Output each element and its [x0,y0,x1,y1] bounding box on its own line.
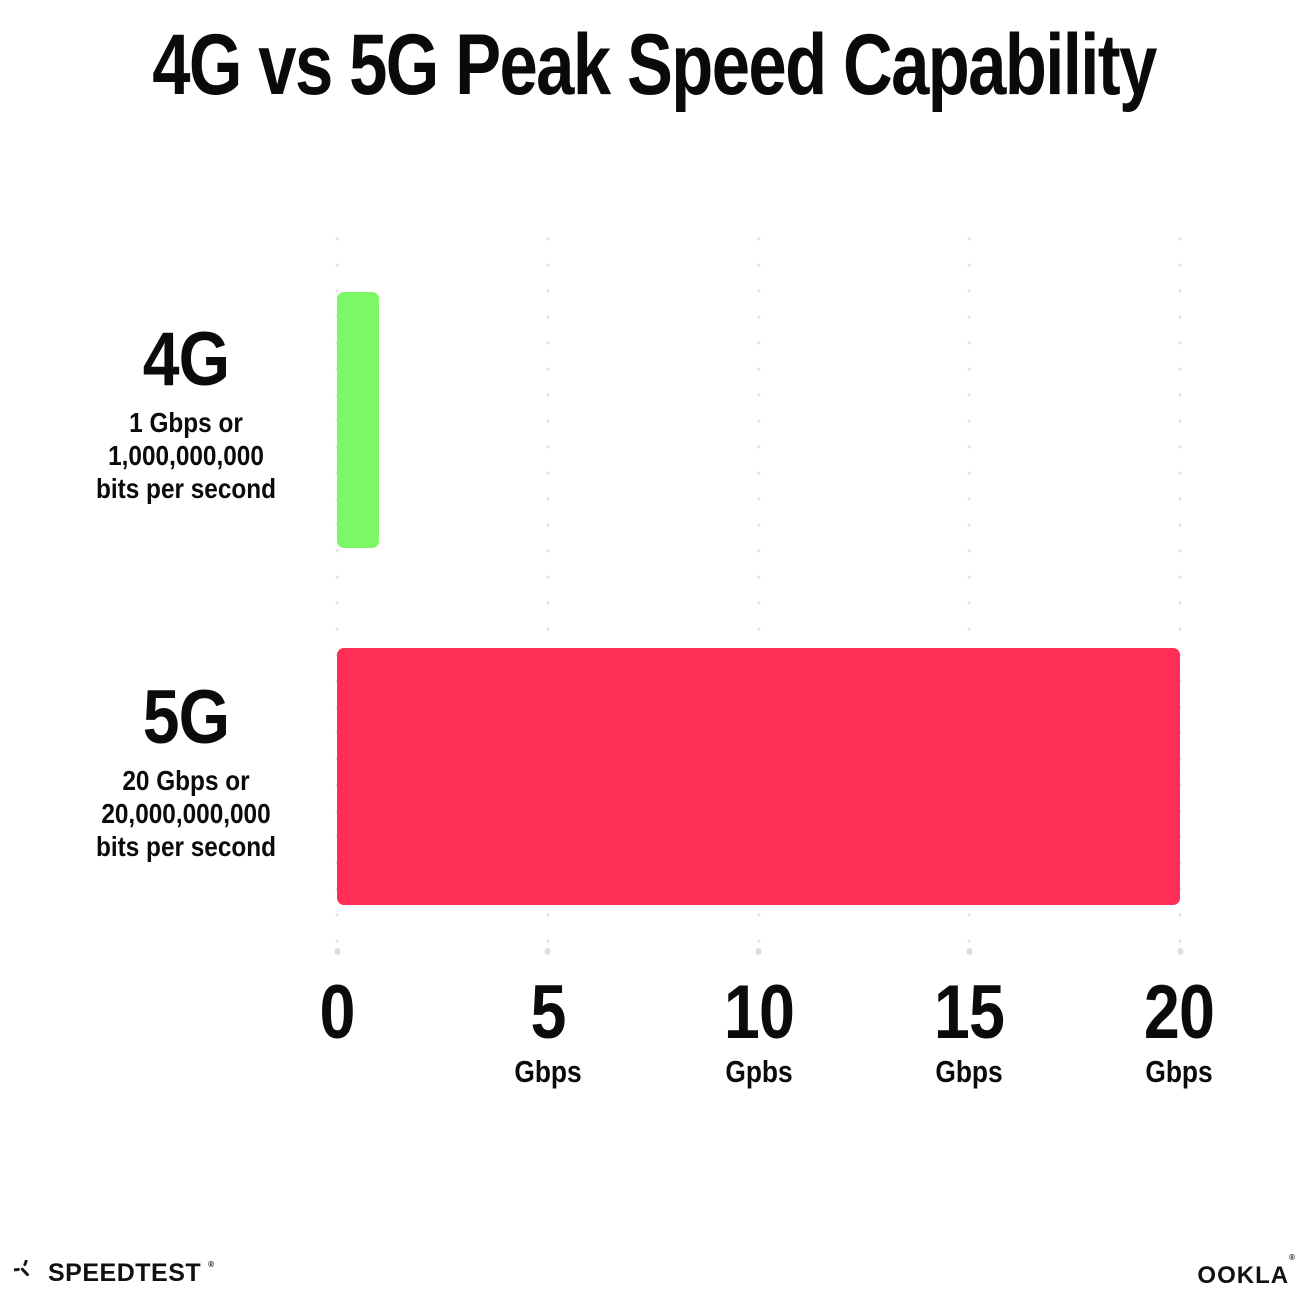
gridline-0 [335,226,339,952]
page-title: 4G vs 5G Peak Speed Capability [152,17,1157,113]
row-label-4g: 4G 1 Gbps or 1,000,000,000 bits per seco… [56,322,317,505]
x-tick-20: 20 Gbps [1143,970,1215,1089]
ookla-registered-mark: ® [1289,1253,1296,1262]
gridline-10 [757,226,760,952]
gridline-15 [967,226,971,952]
speedtest-gauge-icon [14,1260,41,1287]
category-label-4g: 4G [142,317,230,402]
ookla-wordmark: OOKLA [1197,1262,1290,1289]
x-tick-5: 5 Gbps [514,970,582,1089]
speedtest-logo: SPEEDTEST ® [14,1259,214,1288]
category-description-5g: 20 Gbps or 20,000,000,000 bits per secon… [95,765,277,862]
x-tick-10: 10 Gpbs [723,970,795,1089]
bar-5g [337,648,1180,905]
ookla-logo: OOKLA® [1197,1253,1296,1290]
x-tick-0: 0 [319,970,355,1055]
category-description-4g: 1 Gbps or 1,000,000,000 bits per second [95,407,277,504]
x-tick-15: 15 Gbps [933,970,1005,1089]
bar-4g [337,292,380,548]
row-label-5g: 5G 20 Gbps or 20,000,000,000 bits per se… [56,680,317,863]
gridline-5 [546,226,550,952]
speedtest-wordmark: SPEEDTEST [48,1259,202,1287]
plot-area [335,226,1182,952]
gridline-20 [1178,226,1182,952]
speedtest-registered-mark: ® [208,1260,215,1269]
category-label-5g: 5G [142,675,230,760]
